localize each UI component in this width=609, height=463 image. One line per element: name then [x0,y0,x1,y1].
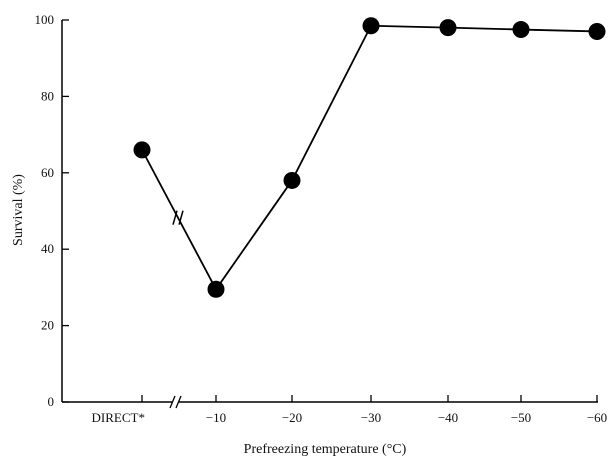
series-line-segment [291,25,372,181]
data-point [439,19,457,37]
x-axis-break-mark [169,395,176,409]
series-break-mark [172,210,178,225]
x-tick-label: −50 [511,410,531,425]
series-break-mark [178,210,184,225]
series [133,17,606,298]
data-point [283,171,301,189]
x-tick-label: −60 [587,410,607,425]
x-tick-label: DIRECT* [92,410,145,425]
x-tick-label: −40 [438,410,458,425]
data-point [133,141,151,159]
data-point [207,280,225,298]
x-axis-break-mark [175,395,182,409]
series-line-segment [370,24,449,29]
axes [61,20,598,409]
y-tick-label: 40 [41,241,54,256]
series-line-segment [215,179,293,290]
data-point [362,17,380,35]
y-tick-label: 0 [48,394,55,409]
series-line-segment [520,28,598,33]
series-line-segment [141,149,217,290]
x-tick-label: −20 [282,410,302,425]
ticks: 0 20 40 60 80 100 DIRECT* −10 −20 −30 −40 −50 −60 [35,12,608,425]
series-line-segment [447,26,522,31]
x-tick-label: −30 [361,410,381,425]
x-tick-label: −10 [206,410,226,425]
data-point [588,22,606,40]
y-tick-label: 20 [41,318,54,333]
x-axis-title: Prefreezing temperature (°C) [244,442,407,457]
data-point [512,21,530,39]
y-tick-label: 60 [41,165,54,180]
y-tick-label: 100 [35,12,55,27]
y-tick-label: 80 [41,88,54,103]
y-axis-title: Survival (%) [11,174,26,246]
